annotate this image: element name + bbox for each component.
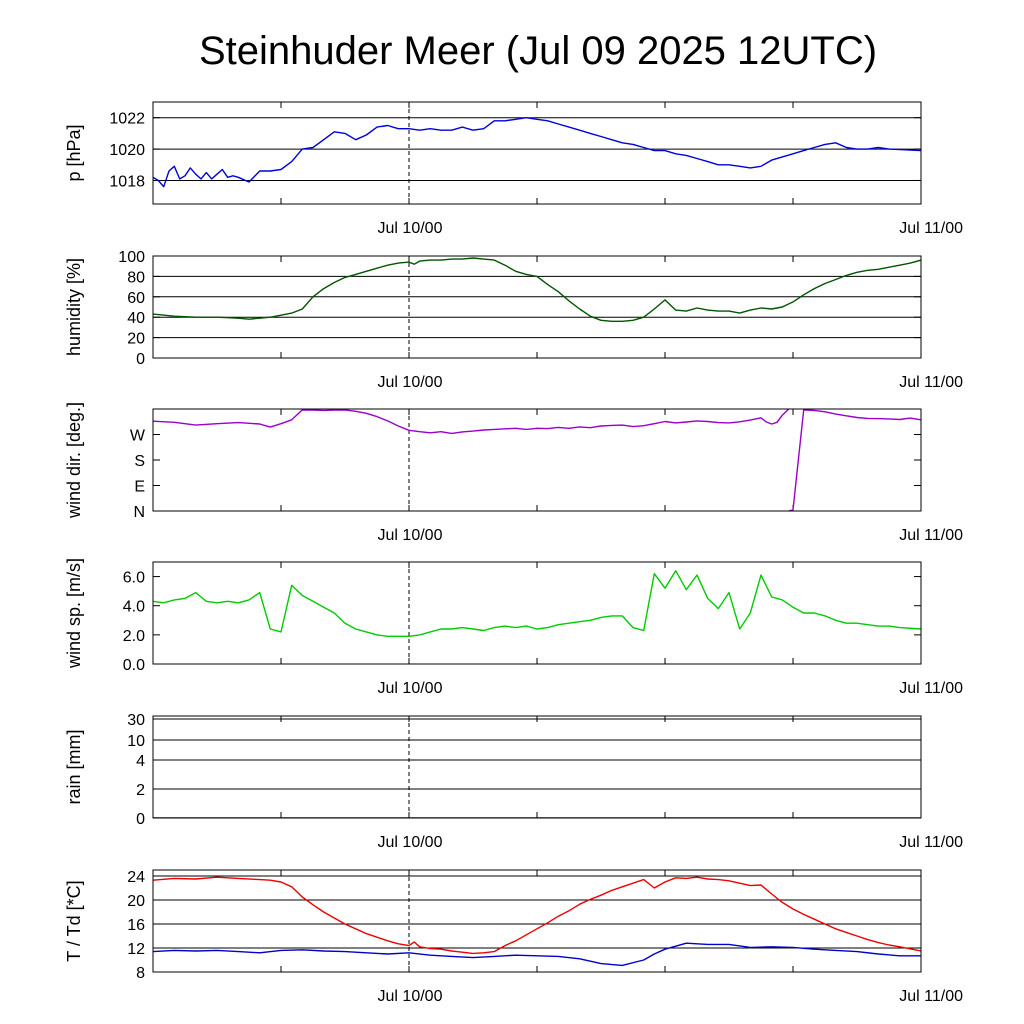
ytick-label: 10 — [127, 733, 145, 750]
panel-frame-3 — [152, 561, 922, 665]
ylabel: wind sp. [m/s] — [64, 558, 84, 669]
xtick-label: Jul 11/00 — [899, 527, 963, 544]
ytick-label: 1020 — [109, 142, 145, 159]
ytick-label: S — [134, 453, 145, 470]
ytick-label: 6.0 — [123, 570, 145, 587]
ytick-label: 24 — [127, 869, 145, 886]
ylabel: wind dir. [deg.] — [64, 402, 84, 519]
xtick-label: Jul 11/00 — [899, 834, 963, 851]
ytick-label: 0 — [136, 351, 145, 368]
ytick-label: W — [130, 428, 146, 445]
xtick-label: Jul 10/00 — [378, 220, 443, 237]
ytick-label: 0.0 — [123, 657, 145, 674]
ytick-label: 2 — [136, 782, 145, 799]
ytick-label: E — [134, 479, 145, 496]
xtick-label: Jul 10/00 — [378, 374, 443, 391]
series-line-3-0 — [153, 570, 921, 637]
ytick-label: 30 — [127, 712, 145, 729]
xtick-label: Jul 10/00 — [378, 527, 443, 544]
xtick-label: Jul 10/00 — [378, 988, 443, 1005]
ylabel: p [hPa] — [64, 124, 84, 181]
panel-frame-4 — [152, 715, 922, 819]
ytick-label: 2.0 — [123, 628, 145, 645]
xtick-label: Jul 11/00 — [899, 220, 963, 237]
panel-3: 0.0 2.0 4.0 6.0 wind sp. [m/s] Jul 10/00 Jul 1… — [64, 558, 963, 697]
ytick-label: 20 — [127, 893, 145, 910]
xtick-label: Jul 11/00 — [899, 680, 963, 697]
panel-frame-1 — [152, 255, 922, 359]
ytick-label: 8 — [136, 965, 145, 982]
chart-title: Steinhuder Meer (Jul 09 2025 12UTC) — [199, 29, 877, 73]
ytick-label: 4.0 — [123, 599, 145, 616]
panel-frame-2 — [152, 408, 922, 512]
xtick-label: Jul 10/00 — [378, 680, 443, 697]
series-line-0-0 — [153, 117, 921, 188]
ytick-label: 1022 — [109, 111, 145, 128]
ytick-label: 20 — [127, 331, 145, 348]
ytick-label: 40 — [127, 310, 145, 327]
ylabel: humidity [%] — [64, 258, 84, 356]
ytick-label: 60 — [127, 290, 145, 307]
ylabel: rain [mm] — [64, 729, 84, 804]
ytick-label: 16 — [127, 917, 145, 934]
xtick-label: Jul 11/00 — [899, 988, 963, 1005]
xtick-label: Jul 11/00 — [899, 374, 963, 391]
panel-5: 8 12 16 20 24 T / Td [*C] Jul 10/00 Jul 11/00 — [64, 869, 963, 1005]
panel-frame-0 — [152, 101, 922, 205]
series-line-2-1 — [788, 409, 921, 511]
xtick-label: Jul 10/00 — [378, 834, 443, 851]
ytick-label: 12 — [127, 941, 145, 958]
ytick-label: N — [133, 504, 145, 521]
series-line-5-1 — [153, 942, 921, 967]
series-line-5-0 — [153, 876, 921, 955]
series-line-1-0 — [153, 257, 921, 322]
ytick-label: 1018 — [109, 173, 145, 190]
ytick-label: 100 — [118, 249, 145, 266]
panel-frame-5 — [152, 869, 922, 973]
panel-1: 0 20 40 60 80 100 humidity [%] Jul 10/00 Jul 11/… — [64, 249, 963, 391]
panel-0: 1018 1020 1022 p [hPa] Jul 10/00 Jul 11/00 — [64, 101, 963, 237]
ytick-label: 4 — [136, 753, 145, 770]
series-line-2-0 — [153, 409, 790, 435]
ytick-label: 0 — [136, 811, 145, 828]
ylabel: T / Td [*C] — [64, 880, 84, 961]
panel-4: 0 2 4 10 30 rain [mm] Jul 10/00 Jul 11/00 — [64, 712, 963, 851]
ytick-label: 80 — [127, 269, 145, 286]
